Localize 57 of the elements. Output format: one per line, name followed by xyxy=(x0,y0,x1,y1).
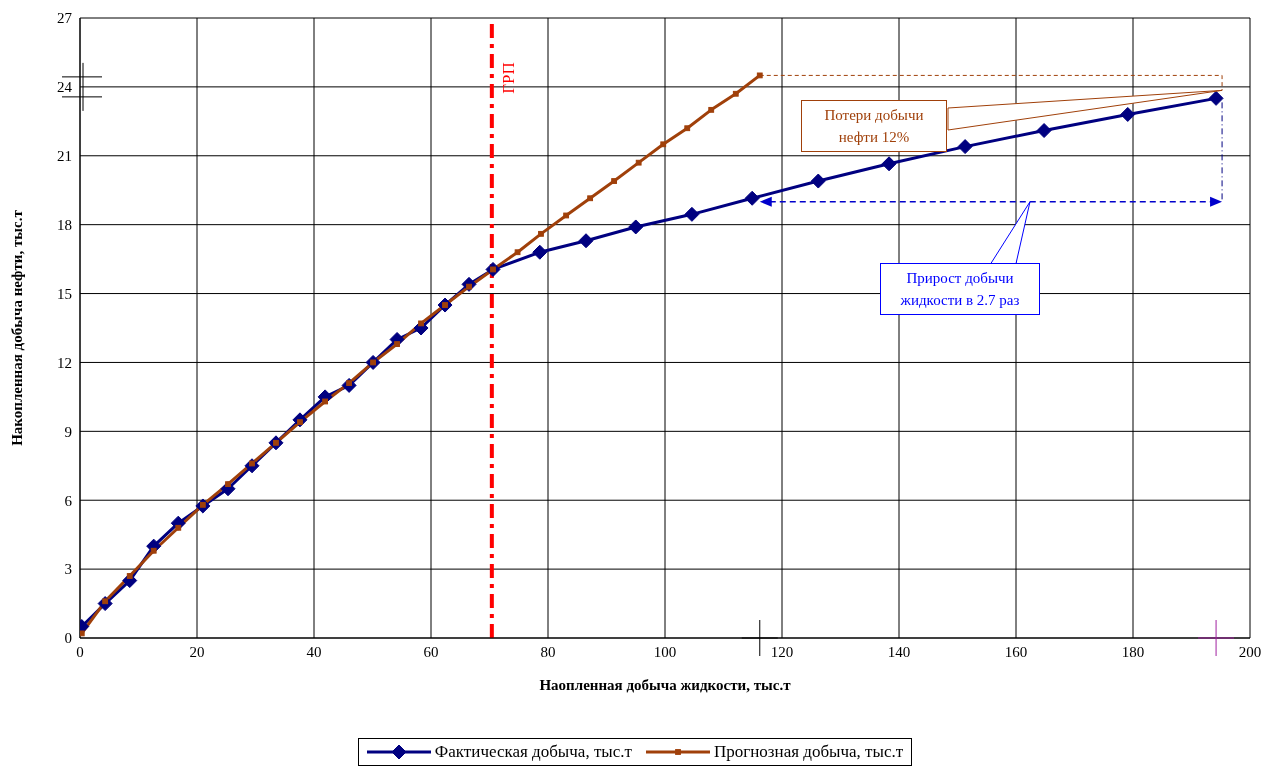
point xyxy=(744,190,760,206)
x-tick-label: 200 xyxy=(1238,643,1262,660)
point xyxy=(635,159,642,166)
x-tick-label: 60 xyxy=(423,643,439,660)
annotation: Прирост добычи жидкости в 2.7 раз xyxy=(880,263,1040,315)
point xyxy=(611,178,618,184)
y-tick-label: 0 xyxy=(64,630,72,647)
x-tick-label: 0 xyxy=(76,643,84,660)
y-tick-label: 15 xyxy=(57,285,72,302)
y-axis-title: Накопленная добыча нефти, тыс.т xyxy=(9,209,25,446)
x-tick-label: 140 xyxy=(887,643,911,660)
point xyxy=(684,125,691,132)
y-tick-label: 24 xyxy=(57,79,73,96)
point xyxy=(1208,90,1224,106)
point xyxy=(732,90,739,97)
point xyxy=(563,212,570,219)
point xyxy=(881,156,897,172)
point xyxy=(660,141,667,148)
ref-line-label: ГРП xyxy=(498,62,518,94)
x-tick-label: 180 xyxy=(1121,643,1145,660)
x-tick-label: 100 xyxy=(653,643,677,660)
point xyxy=(514,249,521,256)
y-tick-label: 3 xyxy=(64,561,72,578)
point xyxy=(708,106,715,113)
point xyxy=(418,320,424,327)
point xyxy=(126,573,133,579)
point xyxy=(394,341,400,347)
legend-label: Фактическая добыча, тыс.т xyxy=(434,742,632,762)
point xyxy=(1120,106,1136,122)
point xyxy=(810,173,826,189)
x-tick-label: 160 xyxy=(1004,643,1028,660)
y-tick-label: 6 xyxy=(64,492,73,509)
annotation: Потери добычи нефти 12% xyxy=(801,100,947,152)
point xyxy=(532,244,548,260)
x-axis-title: Наопленная добыча жидкости, тыс.т xyxy=(539,677,792,693)
x-tick-label: 40 xyxy=(306,643,322,660)
y-tick-label: 12 xyxy=(57,354,72,371)
y-tick-label: 21 xyxy=(57,148,72,165)
x-tick-label: 20 xyxy=(189,643,205,660)
point xyxy=(628,219,644,235)
point xyxy=(587,195,594,202)
point xyxy=(578,233,594,249)
point xyxy=(150,547,157,554)
point xyxy=(175,524,182,531)
y-tick-label: 9 xyxy=(64,423,72,440)
point xyxy=(684,206,700,222)
point xyxy=(1036,123,1052,139)
point xyxy=(957,139,973,155)
x-tick-label: 80 xyxy=(540,643,556,660)
y-tick-label: 27 xyxy=(57,10,73,27)
point xyxy=(756,72,763,79)
y-tick-label: 18 xyxy=(57,216,72,233)
legend-label: Прогнозная добыча, тыс.т xyxy=(713,742,904,762)
point xyxy=(225,481,231,488)
x-tick-label: 120 xyxy=(770,643,794,660)
point xyxy=(322,398,329,405)
point xyxy=(538,230,544,237)
